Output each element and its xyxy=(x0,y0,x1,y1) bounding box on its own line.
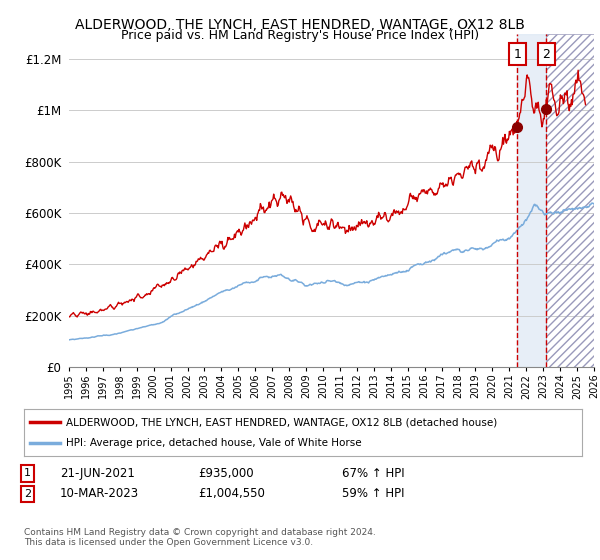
Text: Contains HM Land Registry data © Crown copyright and database right 2024.
This d: Contains HM Land Registry data © Crown c… xyxy=(24,528,376,547)
Text: £1,004,550: £1,004,550 xyxy=(198,487,265,501)
Text: Price paid vs. HM Land Registry's House Price Index (HPI): Price paid vs. HM Land Registry's House … xyxy=(121,29,479,42)
Text: £935,000: £935,000 xyxy=(198,466,254,480)
Text: ALDERWOOD, THE LYNCH, EAST HENDRED, WANTAGE, OX12 8LB: ALDERWOOD, THE LYNCH, EAST HENDRED, WANT… xyxy=(75,18,525,32)
Text: 10-MAR-2023: 10-MAR-2023 xyxy=(60,487,139,501)
Text: 67% ↑ HPI: 67% ↑ HPI xyxy=(342,466,404,480)
Bar xyxy=(547,34,594,367)
Text: ALDERWOOD, THE LYNCH, EAST HENDRED, WANTAGE, OX12 8LB (detached house): ALDERWOOD, THE LYNCH, EAST HENDRED, WANT… xyxy=(66,417,497,427)
Bar xyxy=(517,34,547,367)
Text: 2: 2 xyxy=(24,489,31,499)
Text: 21-JUN-2021: 21-JUN-2021 xyxy=(60,466,135,480)
Text: 1: 1 xyxy=(24,468,31,478)
Text: 2: 2 xyxy=(542,48,550,60)
Text: HPI: Average price, detached house, Vale of White Horse: HPI: Average price, detached house, Vale… xyxy=(66,438,361,448)
Text: 1: 1 xyxy=(514,48,521,60)
Bar xyxy=(547,34,594,367)
Text: 59% ↑ HPI: 59% ↑ HPI xyxy=(342,487,404,501)
